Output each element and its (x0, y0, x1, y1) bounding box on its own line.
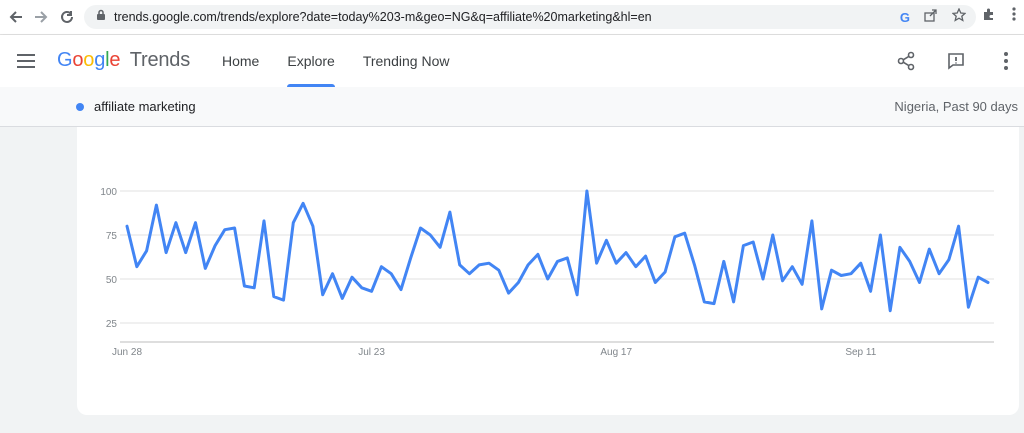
trend-line[interactable] (125, 189, 990, 313)
lock-icon[interactable] (96, 8, 106, 26)
nav-tabs: Home Explore Trending Now (208, 35, 463, 87)
trends-header: Google Trends Home Explore Trending Now (0, 35, 1024, 87)
search-term-bar: affiliate marketing Nigeria, Past 90 day… (0, 87, 1024, 127)
interest-over-time-chart[interactable]: 25 50 75 100 Jun 28 Jul 23 Aug 17 Sep 11 (0, 127, 1024, 427)
logo-trends: Trends (129, 49, 191, 71)
extensions-icon[interactable] (982, 7, 996, 24)
reload-icon[interactable] (56, 6, 78, 28)
logo-google: Google (57, 49, 121, 71)
url-text[interactable]: trends.google.com/trends/explore?date=to… (114, 10, 652, 24)
hamburger-menu-icon[interactable] (17, 54, 35, 68)
y-tick-label: 100 (100, 187, 117, 198)
share-icon[interactable] (924, 8, 938, 27)
address-bar[interactable]: trends.google.com/trends/explore?date=to… (84, 5, 976, 29)
x-tick-label: Jul 23 (358, 347, 385, 358)
share-icon[interactable] (894, 49, 918, 73)
y-tick-label: 25 (106, 319, 118, 330)
tab-explore[interactable]: Explore (273, 35, 348, 87)
y-tick-label: 75 (106, 231, 118, 242)
tab-home[interactable]: Home (222, 53, 260, 69)
back-arrow-icon[interactable] (5, 6, 27, 28)
star-icon[interactable] (951, 7, 967, 27)
google-lens-icon[interactable]: G (899, 10, 910, 25)
search-term-label[interactable]: affiliate marketing (94, 99, 196, 114)
x-tick-label: Sep 11 (845, 347, 876, 358)
x-tick-label: Jun 28 (112, 347, 142, 358)
term-color-dot (76, 103, 84, 111)
region-period-label: Nigeria, Past 90 days (894, 99, 1018, 114)
y-tick-label: 50 (106, 275, 118, 286)
google-trends-logo[interactable]: Google Trends (57, 49, 190, 72)
x-tick-label: Aug 17 (600, 347, 632, 358)
tab-trending-now[interactable]: Trending Now (362, 53, 450, 69)
feedback-icon[interactable] (944, 49, 968, 73)
menu-icon[interactable] (1012, 7, 1016, 24)
forward-arrow-icon[interactable] (30, 6, 52, 28)
more-options-icon[interactable] (994, 49, 1018, 73)
browser-toolbar: trends.google.com/trends/explore?date=to… (0, 0, 1024, 35)
